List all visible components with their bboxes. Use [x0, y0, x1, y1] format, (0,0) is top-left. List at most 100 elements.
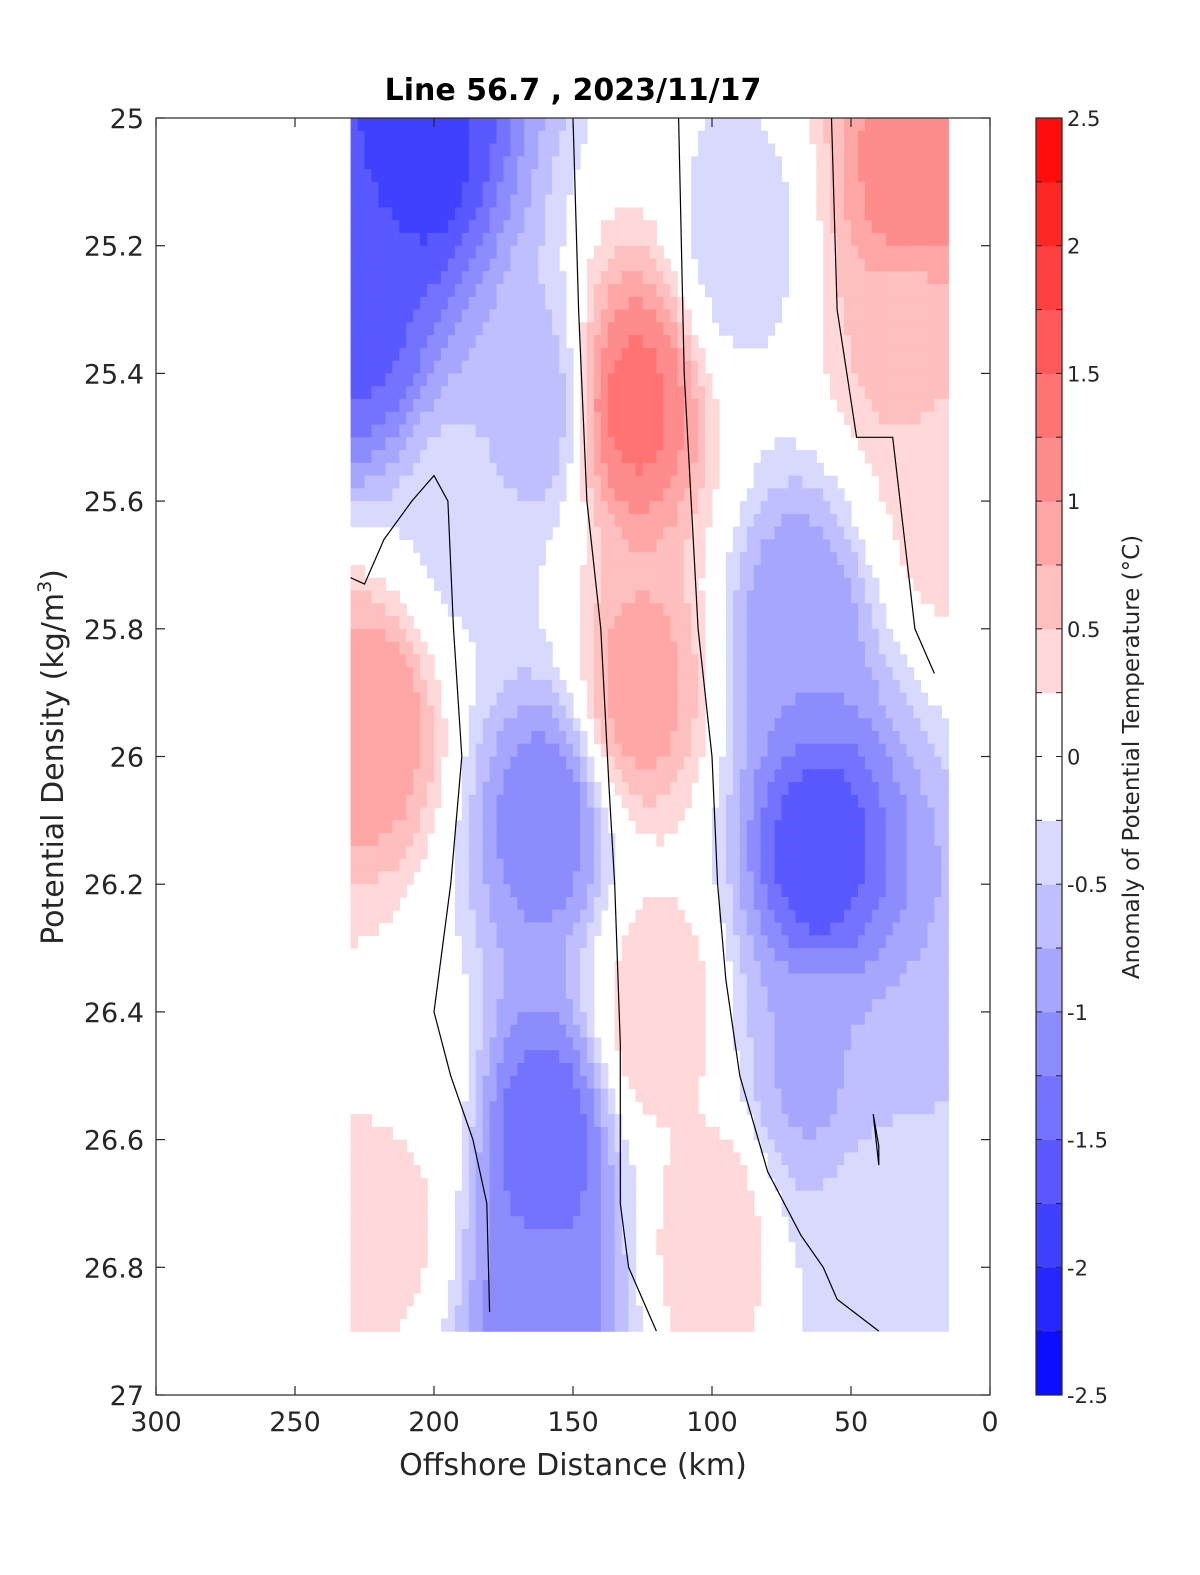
field-cell	[503, 488, 511, 502]
field-cell	[392, 411, 400, 426]
field-cell	[614, 603, 623, 617]
field-cell	[614, 258, 623, 272]
field-cell	[482, 705, 491, 719]
field-cell	[510, 1139, 518, 1153]
field-cell	[392, 718, 400, 732]
field-cell	[802, 718, 810, 732]
field-cell	[767, 169, 776, 183]
field-cell	[809, 718, 817, 732]
field-cell	[580, 909, 588, 924]
field-cell	[725, 641, 734, 655]
field-cell	[503, 539, 511, 553]
field-cell	[774, 488, 783, 502]
field-cell	[385, 322, 393, 336]
field-cell	[364, 143, 373, 157]
field-cell	[503, 143, 511, 157]
field-cell	[510, 130, 518, 145]
field-cell	[468, 1114, 477, 1128]
field-cell	[468, 628, 477, 643]
field-cell	[719, 897, 727, 911]
field-cell	[684, 1318, 692, 1332]
field-cell	[545, 258, 553, 272]
field-cell	[399, 309, 407, 323]
anomaly-field	[350, 118, 949, 1332]
field-cell	[607, 654, 616, 668]
field-cell	[552, 1011, 560, 1026]
field-cell	[552, 1024, 560, 1039]
field-cell	[364, 1165, 373, 1179]
field-cell	[621, 258, 630, 272]
field-cell	[454, 858, 463, 873]
field-cell	[378, 679, 386, 694]
field-cell	[746, 1063, 755, 1077]
field-cell	[586, 1203, 595, 1217]
field-cell	[392, 1177, 400, 1192]
field-cell	[427, 526, 435, 540]
field-cell	[614, 1216, 623, 1230]
field-cell	[496, 232, 505, 247]
field-cell	[580, 935, 588, 949]
field-cell	[461, 1177, 470, 1192]
field-cell	[510, 999, 518, 1013]
field-cell	[698, 462, 706, 477]
field-cell	[350, 935, 359, 949]
field-cell	[524, 603, 532, 617]
field-cell	[684, 347, 692, 362]
field-cell	[482, 654, 491, 668]
field-cell	[691, 347, 699, 362]
field-cell	[461, 450, 470, 464]
field-cell	[468, 207, 477, 221]
field-cell	[475, 1126, 484, 1141]
field-cell	[705, 386, 713, 400]
field-cell	[774, 960, 783, 975]
field-cell	[461, 411, 470, 426]
field-cell	[635, 424, 644, 438]
field-cell	[399, 245, 407, 260]
field-cell	[413, 705, 421, 719]
field-cell	[489, 948, 498, 962]
field-cell	[482, 143, 491, 157]
field-cell	[531, 986, 539, 1000]
field-cell	[468, 475, 477, 489]
field-cell	[475, 999, 484, 1013]
field-cell	[809, 960, 817, 975]
field-cell	[621, 271, 630, 285]
field-cell	[621, 462, 630, 477]
field-cell	[691, 1037, 699, 1051]
field-cell	[350, 705, 359, 719]
field-cell	[698, 539, 706, 553]
field-cell	[642, 1024, 651, 1039]
field-cell	[364, 398, 373, 413]
field-cell	[524, 373, 532, 387]
field-cell	[427, 501, 435, 515]
field-cell	[538, 539, 546, 553]
field-cell	[517, 564, 525, 579]
field-cell	[600, 641, 609, 655]
field-cell	[489, 1126, 498, 1141]
field-cell	[364, 335, 373, 349]
field-cell	[545, 667, 553, 681]
field-cell	[663, 807, 671, 821]
field-cell	[496, 1305, 505, 1319]
field-cell	[816, 769, 824, 783]
field-cell	[461, 1318, 470, 1332]
field-cell	[677, 1011, 685, 1026]
field-cell	[670, 935, 678, 949]
field-cell	[364, 667, 373, 681]
field-cell	[510, 475, 518, 489]
field-cell	[545, 232, 553, 247]
field-cell	[489, 347, 498, 362]
field-cell	[774, 845, 783, 860]
field-cell	[739, 833, 748, 847]
field-cell	[705, 169, 713, 183]
field-cell	[531, 462, 539, 477]
field-cell	[823, 232, 831, 247]
field-cell	[503, 807, 511, 821]
field-cell	[580, 1037, 588, 1051]
field-cell	[656, 245, 664, 260]
field-cell	[621, 232, 630, 247]
field-cell	[670, 1203, 678, 1217]
field-cell	[816, 590, 824, 604]
field-cell	[677, 309, 685, 323]
field-cell	[503, 884, 511, 898]
